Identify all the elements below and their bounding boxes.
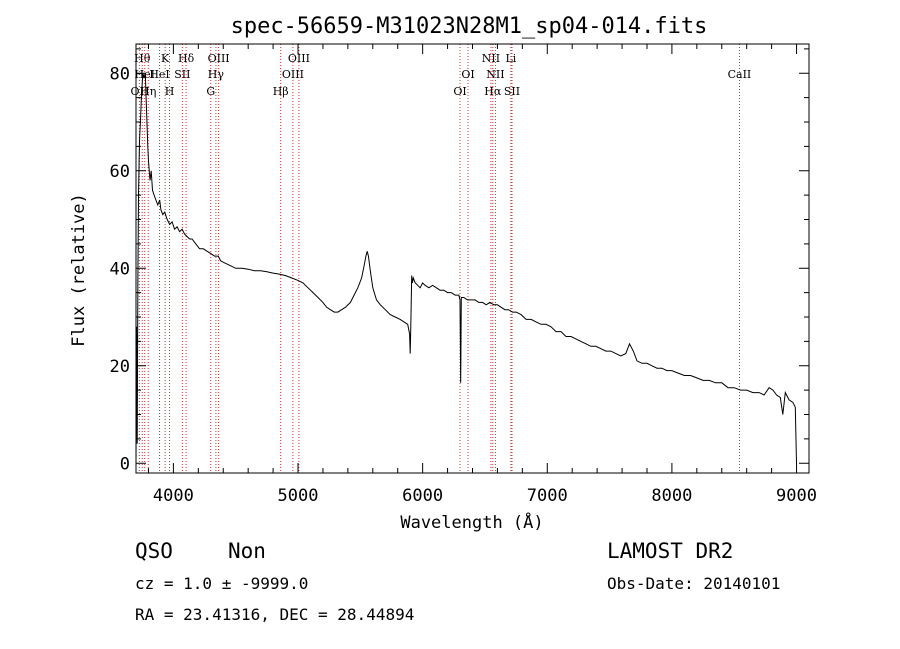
line-marker-label: Hθ [134, 52, 151, 65]
spectrum-line [135, 73, 797, 464]
redshift-text: cz = 1.0 ± -9999.0 [135, 574, 308, 593]
line-marker-label: NII [482, 52, 500, 65]
line-marker-label: CaII [728, 68, 752, 81]
line-annotations: OIIHθHeIHηHeIKHSIIHδGHγOIIIHβOIIIOIIIOIO… [131, 44, 752, 473]
x-tick-label: 7000 [527, 486, 568, 506]
line-marker-label: NII [486, 68, 504, 81]
chart-title: spec-56659-M31023N28M1_sp04-014.fits [231, 14, 708, 39]
class-label: QSO [135, 539, 173, 563]
line-marker-label: OII [131, 85, 149, 98]
line-marker-label: SII [504, 85, 520, 98]
line-marker-label: K [161, 52, 170, 65]
x-tick-label: 4000 [153, 486, 194, 506]
survey-label: LAMOST DR2 [607, 539, 733, 563]
line-marker-label: Hβ [273, 85, 289, 98]
x-tick-label: 9000 [776, 486, 817, 506]
y-tick-label: 0 [120, 454, 130, 474]
axis-ticks [136, 44, 809, 473]
line-marker-label: Hα [484, 85, 502, 98]
obs-date-text: Obs-Date: 20140101 [607, 574, 780, 593]
x-tick-label: 6000 [402, 486, 443, 506]
line-marker-label: G [206, 85, 215, 98]
y-tick-label: 20 [110, 357, 130, 377]
line-marker-label: OI [461, 68, 474, 81]
subclass-label: Non [228, 539, 266, 563]
plot-frame [135, 43, 810, 474]
line-marker-label: Hη [140, 85, 156, 98]
x-tick-label: 8000 [651, 486, 692, 506]
radec-text: RA = 23.41316, DEC = 28.44894 [135, 605, 414, 624]
line-marker-label: SII [174, 68, 190, 81]
x-tick-label: 5000 [278, 486, 319, 506]
x-tick-labels: 4000 5000 6000 7000 8000 9000 [153, 486, 817, 506]
line-marker-label: OI [453, 85, 466, 98]
line-marker-label: Li [505, 52, 516, 65]
line-marker-label: Hδ [178, 52, 195, 65]
line-marker-label: OIII [208, 52, 230, 65]
line-marker-label: OIII [288, 52, 310, 65]
y-tick-label: 80 [110, 64, 130, 84]
line-marker-label: H [165, 85, 175, 98]
x-axis-label: Wavelength (Å) [400, 511, 543, 533]
y-tick-label: 40 [110, 259, 130, 279]
y-tick-label: 60 [110, 162, 130, 182]
y-axis-label: Flux (relative) [69, 193, 89, 347]
line-marker-label: HeI [149, 68, 169, 81]
line-marker-label: Hγ [208, 68, 225, 81]
y-tick-labels: 0 20 40 60 80 [110, 64, 130, 474]
line-marker-label: OIII [282, 68, 304, 81]
